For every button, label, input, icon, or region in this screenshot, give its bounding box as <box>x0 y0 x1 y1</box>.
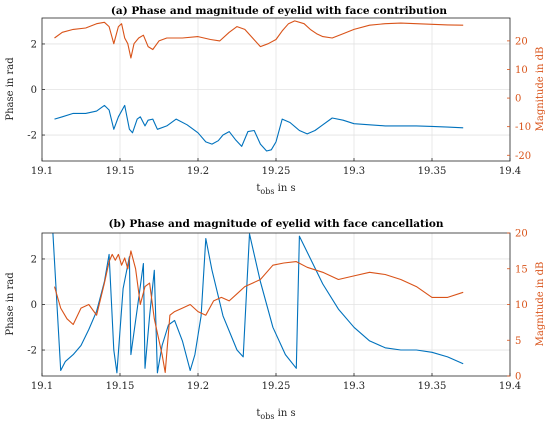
chart-b-xlabel-t: t <box>256 408 260 419</box>
chart-b-ytick-left-label: -2 <box>27 346 37 357</box>
chart-a-series-phase-line <box>54 104 464 152</box>
chart-a-xtick-label: 19.2 <box>187 166 209 177</box>
chart-a-ytick-right-label: 20 <box>515 36 528 47</box>
chart-a-xtick-label: 19.4 <box>499 166 521 177</box>
chart-a-xtick-label: 19.25 <box>262 166 291 177</box>
chart-b-ytick-right-label: 0 <box>515 372 521 383</box>
chart-b-ytick-right-label: 20 <box>515 229 528 240</box>
chart-b-ytick-left-label: 2 <box>31 254 37 265</box>
chart-b-ylabel-left: Phase in rad <box>5 272 16 336</box>
chart-b-xtick-label: 19.15 <box>106 381 135 392</box>
chart-a-xtick-label: 19.1 <box>31 166 53 177</box>
chart-b-xtick-label: 19.25 <box>262 381 291 392</box>
chart-b-ytick-right-label: 5 <box>515 336 521 347</box>
chart-a: (a) Phase and magnitude of eyelid with f… <box>5 5 546 196</box>
chart-b-xtick-label: 19.4 <box>499 381 521 392</box>
chart-a-xlabel: tobs in s <box>256 183 295 196</box>
chart-a-ytick-right-label: -10 <box>515 122 531 133</box>
chart-a-ytick-left-label: -2 <box>27 131 37 142</box>
chart-a-ytick-right-label: 10 <box>515 65 528 76</box>
chart-a-ylabel-right: Magnitude in dB <box>535 47 546 132</box>
chart-b-series-phase-line <box>52 232 464 374</box>
chart-b-xtick-label: 19.3 <box>343 381 365 392</box>
chart-b-ytick-right-label: 10 <box>515 300 528 311</box>
chart-a-title: (a) Phase and magnitude of eyelid with f… <box>111 5 447 17</box>
chart-a-xtick-label: 19.3 <box>343 166 365 177</box>
chart-b-xtick-label: 19.1 <box>31 381 53 392</box>
chart-a-series-magnitude-line <box>54 20 464 59</box>
chart-a-xlabel-suffix: in s <box>274 183 295 194</box>
chart-b-xlabel-suffix: in s <box>274 408 295 419</box>
chart-a-xtick-label: 19.15 <box>106 166 135 177</box>
chart-b-ylabel-right: Magnitude in dB <box>535 262 546 347</box>
chart-b-ytick-right-label: 15 <box>515 264 528 275</box>
chart-a-ytick-left-label: 0 <box>31 85 37 96</box>
chart-b-title: (b) Phase and magnitude of eyelid with f… <box>109 218 444 230</box>
chart-a-ytick-right-label: -20 <box>515 151 531 162</box>
chart-b-series-magnitude-line <box>53 250 464 373</box>
chart-b-ticks: 19.1 19.15 19.2 19.25 19.3 19.35 19.4-20205101… <box>27 229 527 393</box>
chart-a-ytick-right-label: 0 <box>515 94 521 105</box>
chart-a-ticks: 19.1 19.15 19.2 19.25 19.3 19.35 19.4-202-20-1… <box>27 36 531 177</box>
chart-b-ytick-left-label: 0 <box>31 300 37 311</box>
chart-a-xlabel-t: t <box>256 183 260 194</box>
chart-b-xtick-label: 19.2 <box>187 381 209 392</box>
chart-a-grid <box>41 18 511 161</box>
chart-a-ytick-left-label: 2 <box>31 39 37 50</box>
chart-a-plot <box>54 20 464 152</box>
chart-a-xtick-label: 19.35 <box>418 166 447 177</box>
chart-b-xlabel-sub: obs <box>260 412 274 421</box>
chart-b-plot <box>52 232 464 374</box>
chart-a-ylabel-left: Phase in rad <box>5 57 16 121</box>
chart-b: (b) Phase and magnitude of eyelid with f… <box>5 218 546 421</box>
chart-a-xlabel-sub: obs <box>260 187 274 196</box>
chart-b-xlabel: tobs in s <box>256 408 295 421</box>
chart-b-xtick-label: 19.35 <box>418 381 447 392</box>
